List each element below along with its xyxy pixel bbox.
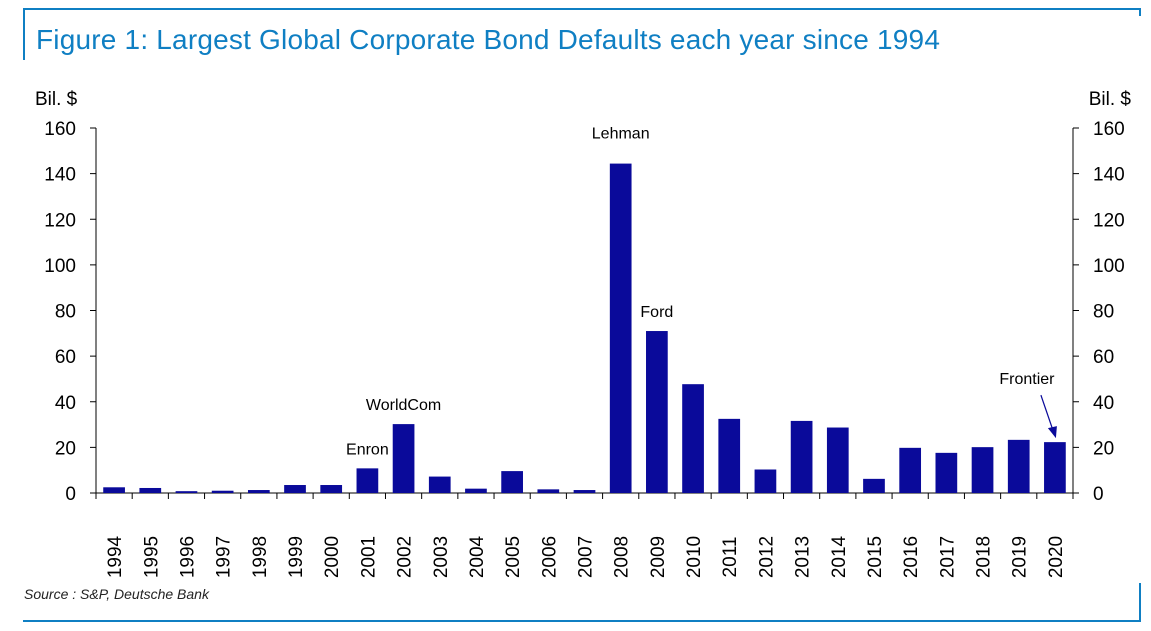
frame-bottom-rule	[23, 620, 1141, 622]
x-tick-label-2003: 2003	[431, 536, 452, 578]
bar-1999	[284, 485, 306, 493]
x-tick-label-2010: 2010	[684, 536, 705, 578]
bar-2010	[682, 384, 704, 493]
annotation-worldcom: WorldCom	[366, 397, 441, 414]
bar-2020	[1044, 442, 1066, 493]
y-tick-label-right: 160	[1093, 119, 1125, 140]
y-tick-label-right: 20	[1093, 438, 1114, 459]
bar-2017	[935, 452, 958, 493]
x-tick-label-2008: 2008	[612, 536, 633, 578]
x-tick-label-1995: 1995	[141, 536, 162, 578]
frame-right-bottom-rule	[1139, 583, 1141, 622]
y-tick-label-right: 80	[1093, 302, 1114, 323]
bar-2009	[646, 331, 668, 493]
bar-2014	[826, 427, 849, 493]
bar-1996	[175, 491, 198, 493]
y-tick-label-right: 60	[1093, 347, 1114, 368]
bar-1998	[247, 490, 270, 493]
y-tick-label-right: 120	[1093, 210, 1125, 231]
y-tick-label-left: 20	[55, 438, 76, 459]
y-tick-label-right: 140	[1093, 165, 1125, 186]
x-tick-label-2012: 2012	[756, 536, 777, 578]
x-tick-label-1996: 1996	[177, 536, 198, 578]
bar-2001	[356, 468, 379, 493]
bar-1995	[139, 487, 162, 493]
bar-2000	[320, 485, 343, 493]
annotation-arrow-head	[1047, 426, 1057, 439]
labels-group: 1994 1995 1996 1997 1998 1999 2000 2001 2002 2003…	[105, 126, 1067, 579]
bar-2005	[501, 471, 523, 493]
bar-1997	[211, 490, 234, 493]
x-tick-label-2014: 2014	[829, 535, 850, 578]
bar-2011	[718, 418, 741, 493]
bar-2012	[754, 469, 777, 493]
frame-right-top-rule	[1139, 8, 1141, 16]
x-tick-label-2011: 2011	[720, 537, 741, 578]
x-tick-label-2020: 2020	[1046, 536, 1067, 578]
bar-2013	[790, 420, 813, 493]
frame-left-rule	[23, 8, 25, 60]
x-tick-label-2007: 2007	[576, 536, 597, 578]
y-axis-label-right: Bil. $	[1089, 89, 1132, 110]
bar-1994	[103, 487, 125, 493]
x-tick-label-2006: 2006	[539, 536, 560, 578]
x-tick-label-2019: 2019	[1010, 536, 1031, 578]
bar-2003	[428, 476, 451, 493]
bar-2015	[863, 478, 885, 493]
y-axis-label-left: Bil. $	[35, 89, 78, 110]
x-tick-label-2004: 2004	[467, 535, 488, 578]
frame-top-rule	[23, 8, 1141, 10]
bar-2016	[899, 447, 922, 493]
x-tick-label-2017: 2017	[937, 536, 958, 578]
annotation-enron: Enron	[346, 441, 389, 458]
annotation-ford: Ford	[640, 304, 673, 321]
bar-2007	[573, 490, 596, 493]
x-tick-label-2013: 2013	[793, 536, 814, 578]
y-tick-label-left: 160	[44, 119, 76, 140]
bar-2002	[392, 424, 415, 493]
y-tick-label-right: 100	[1093, 256, 1125, 277]
y-tick-label-left: 0	[65, 484, 76, 505]
y-tick-label-left: 60	[55, 347, 76, 368]
y-tick-label-right: 0	[1093, 484, 1104, 505]
y-tick-label-right: 40	[1093, 393, 1114, 414]
x-tick-label-2009: 2009	[648, 536, 669, 578]
y-tick-label-left: 120	[44, 210, 76, 231]
annotation-frontier: Frontier	[999, 371, 1055, 388]
figure-title: Figure 1: Largest Global Corporate Bond …	[36, 24, 941, 55]
x-tick-label-2000: 2000	[322, 536, 343, 578]
source-note: Source : S&P, Deutsche Bank	[24, 586, 209, 602]
bar-2004	[465, 488, 487, 493]
bar-2006	[537, 489, 560, 493]
y-tick-label-left: 80	[55, 302, 76, 323]
y-tick-label-left: 40	[55, 393, 76, 414]
x-tick-label-1998: 1998	[250, 536, 271, 578]
bar-2008	[609, 163, 632, 493]
x-tick-label-2002: 2002	[395, 536, 416, 578]
x-tick-label-1999: 1999	[286, 536, 307, 578]
bar-2019	[1007, 439, 1030, 493]
x-tick-label-2005: 2005	[503, 536, 524, 578]
y-tick-label-left: 100	[44, 256, 76, 277]
x-tick-label-1997: 1997	[214, 536, 235, 578]
x-tick-label-2018: 2018	[974, 536, 995, 578]
bars-group	[103, 163, 1066, 493]
annotation-arrow-line	[1040, 394, 1054, 431]
x-tick-label-1994: 1994	[105, 535, 126, 578]
x-tick-label-2001: 2001	[358, 536, 379, 578]
axes-group: 0 0 20 20 40 40 60 60 80 80 100 100 120 120 140 140 160 1…	[44, 119, 1124, 505]
annotation-lehman: Lehman	[592, 126, 650, 143]
x-tick-label-2015: 2015	[865, 536, 886, 578]
bar-2018	[971, 447, 994, 493]
x-tick-label-2016: 2016	[901, 536, 922, 578]
y-tick-label-left: 140	[44, 165, 76, 186]
